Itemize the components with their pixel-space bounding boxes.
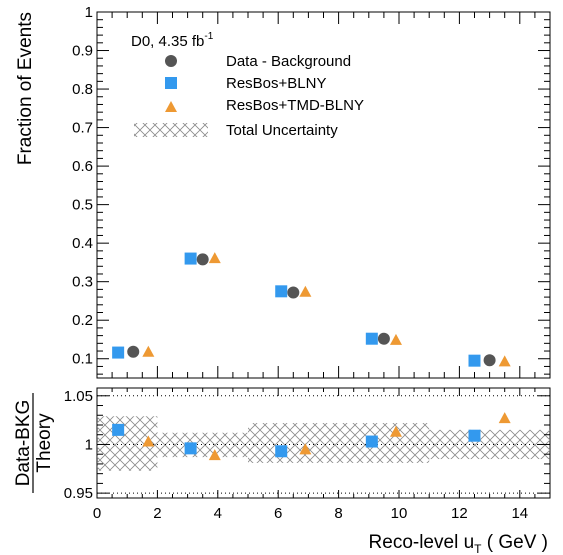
x-tick-label: 10 [391, 505, 408, 522]
x-tick-label: 0 [93, 505, 101, 522]
x-axis-label: Reco-level uT ( GeV ) [369, 532, 548, 555]
ratio-point-series-0 [275, 445, 288, 458]
ratio-y-axis: 0.95 1 1.05 [64, 388, 550, 502]
ratio-y-tick-label: 1.05 [64, 388, 93, 405]
main-point-series-1 [468, 354, 481, 367]
main-point-series-2 [389, 333, 402, 345]
svg-text:Data-BKG: Data-BKG [13, 400, 34, 487]
main-y-tick-label: 0.6 [72, 158, 93, 175]
ratio-point-series-0 [112, 423, 125, 436]
ratio-point-series-0 [184, 442, 197, 455]
main-point-series-2 [208, 252, 221, 264]
main-y-axis: 0.1 0.2 0.3 0.4 0.5 0.6 0.7 0.8 0.9 1 [72, 4, 550, 375]
ratio-data-points [112, 412, 511, 461]
ratio-point-series-1 [142, 435, 155, 447]
main-point-series-1 [112, 346, 125, 359]
main-point-series-0 [287, 286, 300, 299]
main-point-series-0 [483, 354, 496, 367]
x-tick-label: 14 [511, 505, 528, 522]
legend: Data - Background ResBos+BLNY ResBos+TMD… [134, 53, 364, 139]
main-point-series-1 [275, 285, 288, 298]
main-point-series-0 [127, 345, 140, 358]
main-y-axis-label: Fraction of Events [15, 12, 36, 165]
ratio-point-series-1 [208, 449, 221, 461]
x-tick-label: 8 [334, 505, 342, 522]
ratio-uncertainty-band [97, 416, 550, 471]
ratio-point-series-1 [498, 412, 511, 424]
main-y-tick-label: 1 [85, 4, 93, 21]
main-point-series-2 [299, 285, 312, 297]
x-tick-label: 12 [451, 505, 468, 522]
legend-label-data-background: Data - Background [226, 53, 351, 70]
legend-marker-total-uncertainty [134, 123, 208, 137]
x-tick-label: 4 [214, 505, 222, 522]
main-y-tick-label: 0.7 [72, 120, 93, 137]
ratio-y-axis-label: Data-BKG Theory [13, 393, 55, 493]
main-point-series-1 [184, 252, 197, 265]
main-y-tick-label: 0.8 [72, 81, 93, 98]
x-tick-label: 6 [274, 505, 282, 522]
legend-label-resbos-tmd-blny: ResBos+TMD-BLNY [226, 97, 364, 114]
main-data-points [112, 252, 511, 367]
main-y-tick-label: 0.9 [72, 43, 93, 60]
legend-marker-data-background [165, 55, 177, 67]
uncertainty-band-segment [157, 432, 248, 458]
svg-text:Theory: Theory [34, 413, 55, 473]
ratio-y-tick-label: 0.95 [64, 485, 93, 502]
ratio-point-series-0 [365, 435, 378, 448]
uncertainty-band-segment [248, 423, 430, 463]
main-y-tick-label: 0.3 [72, 274, 93, 291]
legend-label-resbos-blny: ResBos+BLNY [226, 75, 326, 92]
ratio-point-series-1 [389, 425, 402, 437]
ratio-y-tick-label: 1 [85, 436, 93, 453]
main-y-tick-label: 0.2 [72, 312, 93, 329]
main-point-series-2 [142, 345, 155, 357]
x-tick-label: 2 [153, 505, 161, 522]
legend-marker-resbos-blny [165, 77, 177, 89]
main-point-series-2 [498, 355, 511, 367]
main-point-series-0 [377, 332, 390, 345]
legend-label-total-uncertainty: Total Uncertainty [226, 122, 338, 139]
ratio-point-series-0 [468, 429, 481, 442]
main-y-tick-label: 0.4 [72, 235, 93, 252]
legend-marker-resbos-tmd-blny [165, 101, 177, 112]
ratio-point-series-1 [299, 443, 312, 455]
main-y-tick-label: 0.5 [72, 197, 93, 214]
main-point-series-0 [196, 253, 209, 266]
main-y-tick-label: 0.1 [72, 351, 93, 368]
main-point-series-1 [365, 332, 378, 345]
x-axis: 0 2 4 6 8 10 12 14 [93, 12, 536, 522]
luminosity-annotation: D0, 4.35 fb-1 [131, 31, 214, 50]
